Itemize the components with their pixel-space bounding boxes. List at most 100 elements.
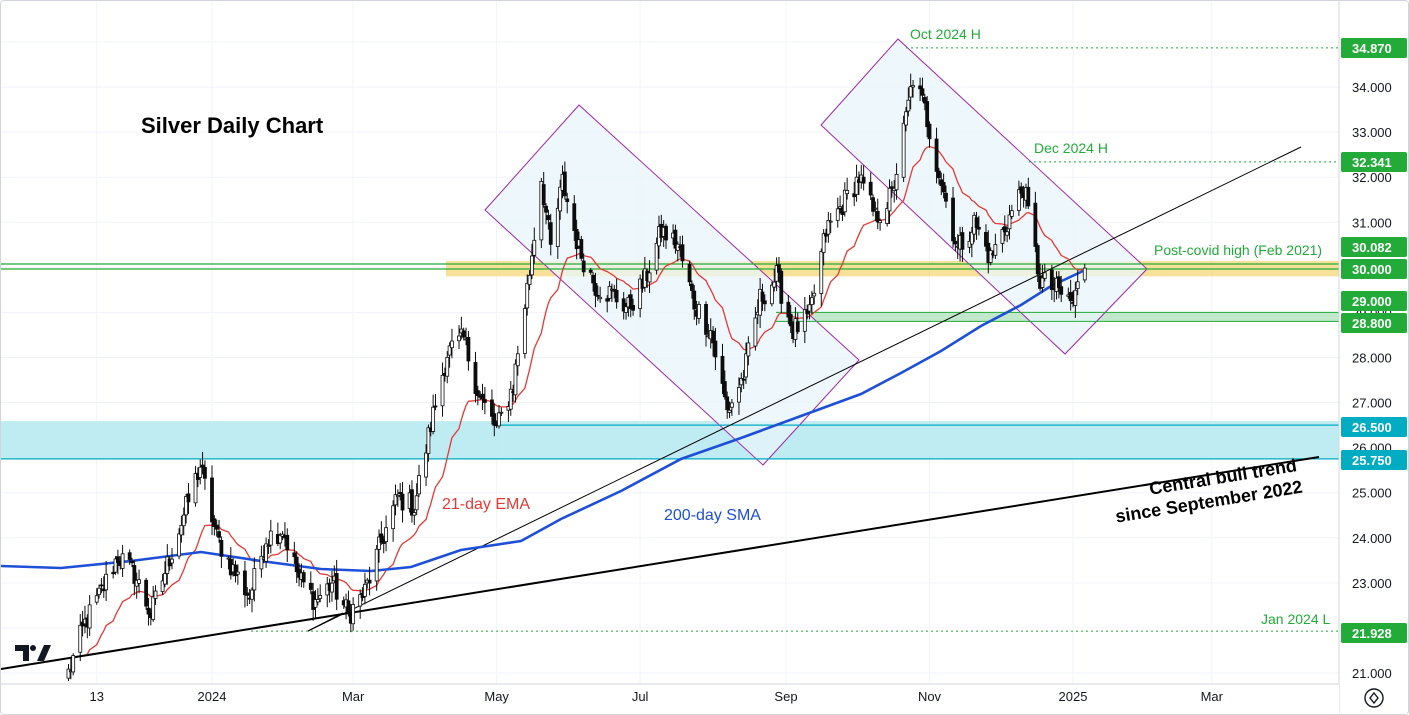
candle-up: [1016, 189, 1021, 211]
candle-up: [160, 580, 165, 592]
candle-up: [374, 548, 379, 582]
candle-down: [762, 300, 767, 305]
x-tick-label: 2025: [1059, 689, 1088, 704]
candle-down: [214, 524, 219, 530]
candle-down: [934, 138, 939, 172]
candle-down: [473, 362, 478, 394]
candle-up: [313, 599, 318, 608]
candle-up: [873, 207, 878, 210]
price-tag: [1341, 259, 1407, 279]
label-jan-2024-low: Jan 2024 L: [1261, 611, 1330, 627]
candle-down: [115, 556, 120, 563]
candle-up: [417, 475, 421, 495]
demand-zone: [1, 421, 1339, 459]
x-tick-label: Nov: [918, 689, 942, 704]
candle-down: [977, 226, 981, 230]
candle-down: [212, 518, 217, 527]
x-tick-label: Jul: [632, 689, 649, 704]
candle-down: [111, 571, 116, 575]
candle-up: [513, 363, 518, 396]
y-tick-label: 34.000: [1352, 80, 1392, 95]
candle-down: [482, 399, 487, 403]
candle-down: [687, 263, 692, 283]
candle-up: [753, 317, 758, 347]
candle-down: [692, 290, 697, 310]
candle-down: [795, 321, 800, 333]
price-tag-label: 32.341: [1352, 155, 1392, 170]
candle-up: [647, 272, 652, 283]
price-tag: [1341, 623, 1407, 643]
price-tag: [1341, 38, 1407, 58]
candle-up: [802, 309, 807, 332]
candle-down: [852, 193, 857, 198]
candle-up: [854, 176, 859, 195]
candle-up: [826, 220, 831, 235]
candle-up: [845, 190, 850, 194]
candle-down: [861, 176, 866, 184]
candle-down: [334, 573, 339, 600]
candle-up: [198, 466, 203, 478]
candle-up: [137, 579, 141, 584]
chart-settings-icon[interactable]: [1363, 687, 1385, 709]
candle-up: [1042, 272, 1047, 279]
candle-up: [744, 353, 748, 378]
candle-up: [497, 412, 501, 427]
price-tag: [1341, 417, 1407, 437]
candle-down: [725, 396, 730, 411]
candle-up: [87, 604, 92, 629]
candle-down: [466, 337, 471, 362]
price-tag-label: 21.928: [1352, 626, 1392, 641]
candle-up: [527, 275, 532, 286]
candle-down: [579, 239, 584, 259]
central-bull-trendline: [1, 456, 1320, 670]
candle-down: [292, 552, 297, 558]
y-tick-label: 27.000: [1352, 396, 1392, 411]
x-tick-label: Mar: [1201, 689, 1224, 704]
candle-down: [562, 171, 567, 197]
y-tick-label: 33.000: [1352, 125, 1392, 140]
price-tag: [1341, 237, 1407, 257]
candle-up: [184, 496, 189, 516]
candle-up: [393, 494, 398, 506]
y-tick-label: 24.000: [1352, 531, 1392, 546]
candle-down: [541, 184, 546, 206]
candle-down: [941, 182, 946, 193]
candle-up: [278, 534, 283, 544]
candle-up: [315, 599, 320, 603]
candle-up: [993, 244, 998, 256]
candle-down: [922, 97, 927, 104]
time-axis-panel: [1, 684, 1339, 714]
candle-up: [450, 340, 454, 349]
label-sma-200: 200-day SMA: [664, 507, 761, 524]
x-tick-label: Sep: [774, 689, 797, 704]
candle-up: [746, 342, 751, 357]
candle-down: [621, 298, 626, 312]
candle-up: [384, 527, 388, 542]
candle-up: [737, 387, 741, 403]
candle-up: [624, 306, 628, 313]
candle-up: [835, 208, 840, 221]
candle-down: [673, 229, 678, 249]
candle-down: [960, 232, 965, 250]
x-tick-label: 2024: [198, 689, 227, 704]
candle-down: [544, 205, 548, 213]
candle-up: [104, 573, 109, 591]
candle-down: [475, 390, 480, 397]
price-tag: [1341, 291, 1407, 311]
candle-down: [1059, 286, 1064, 295]
candle-layer: [66, 73, 1087, 681]
candle-down: [944, 192, 948, 202]
candle-down: [480, 393, 485, 400]
candle-down: [294, 556, 299, 573]
candle-down: [588, 269, 593, 273]
candle-up: [969, 231, 974, 245]
candle-up: [447, 345, 452, 356]
channel-1: [484, 104, 860, 466]
label-oct-2024-high: Oct 2024 H: [910, 26, 981, 42]
candle-up: [774, 265, 779, 282]
candle-up: [268, 530, 273, 546]
rising-trendline: [307, 146, 1302, 632]
candle-down: [565, 198, 570, 202]
